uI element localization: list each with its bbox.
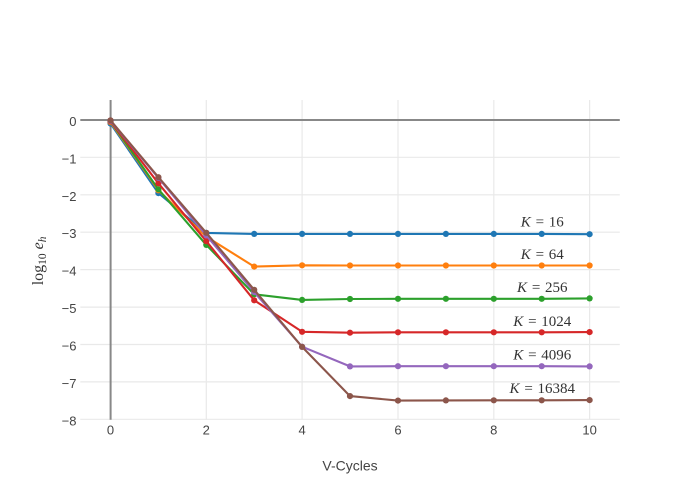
svg-text:4: 4 (298, 423, 305, 438)
svg-text:−2: −2 (62, 189, 77, 204)
svg-text:0: 0 (69, 114, 76, 129)
svg-text:6: 6 (394, 423, 401, 438)
svg-text:−8: −8 (62, 413, 77, 428)
svg-text:K = 1024: K = 1024 (512, 314, 571, 330)
svg-text:K = 256: K = 256 (516, 280, 568, 296)
svg-text:−1: −1 (62, 151, 77, 166)
svg-text:K = 16: K = 16 (520, 215, 564, 231)
svg-text:K = 64: K = 64 (520, 247, 564, 263)
svg-text:2: 2 (203, 423, 210, 438)
svg-text:−5: −5 (62, 301, 77, 316)
svg-text:V-Cycles: V-Cycles (322, 457, 377, 473)
svg-text:log10 eh: log10 eh (30, 236, 49, 285)
svg-text:−6: −6 (62, 339, 77, 354)
svg-text:10: 10 (582, 423, 596, 438)
svg-text:K = 4096: K = 4096 (512, 347, 571, 363)
svg-text:K = 16384: K = 16384 (509, 381, 576, 397)
svg-text:0: 0 (107, 423, 114, 438)
svg-text:−3: −3 (62, 226, 77, 241)
svg-text:−4: −4 (62, 264, 77, 279)
svg-text:8: 8 (490, 423, 497, 438)
svg-text:−7: −7 (62, 376, 77, 391)
